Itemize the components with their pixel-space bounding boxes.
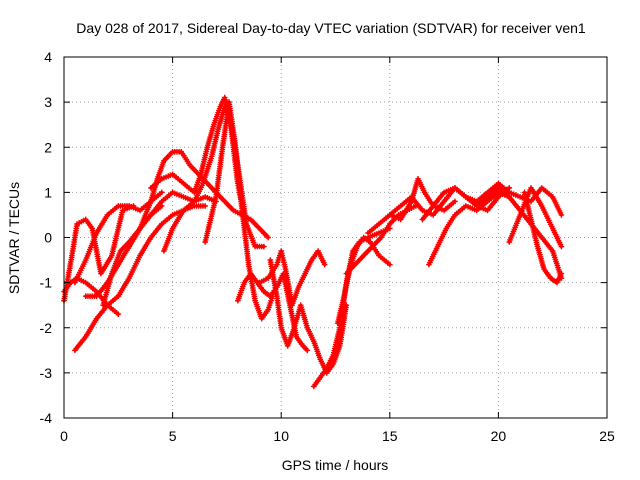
plot-area — [61, 94, 565, 390]
y-tick-label: 4 — [44, 49, 52, 65]
axis-ticks: 0 5 10 15 20 25 -4 -3 -2 -1 0 1 2 3 4 — [40, 49, 615, 444]
series-markers — [202, 99, 276, 322]
chart-title: Day 028 of 2017, Sidereal Day-to-day VTE… — [76, 20, 586, 36]
series-sat-j — [202, 99, 276, 322]
y-tick-label: 1 — [44, 184, 52, 200]
series-sat-u — [473, 185, 565, 281]
x-axis-label: GPS time / hours — [282, 457, 389, 473]
series-sat-b — [61, 203, 137, 304]
x-tick-label: 0 — [60, 428, 68, 444]
series-sat-p — [343, 203, 419, 277]
x-tick-label: 5 — [169, 428, 177, 444]
y-tick-label: 2 — [44, 139, 52, 155]
series-markers — [426, 189, 513, 268]
x-tick-label: 25 — [599, 428, 615, 444]
series-markers — [126, 149, 271, 250]
y-tick-label: -4 — [40, 410, 53, 426]
y-tick-label: -1 — [40, 275, 53, 291]
series-sat-t — [426, 189, 513, 268]
x-tick-label: 15 — [382, 428, 398, 444]
x-tick-label: 10 — [273, 428, 289, 444]
series-markers — [521, 189, 565, 286]
series-markers — [267, 257, 350, 376]
series-markers — [473, 185, 565, 281]
series-sat-l — [256, 248, 328, 308]
series-markers — [256, 248, 328, 308]
series-sat-m — [267, 257, 350, 376]
y-axis-label: SDTVAR / TECUs — [6, 182, 22, 294]
y-tick-label: 3 — [44, 94, 52, 110]
series-markers — [343, 203, 419, 277]
series-sat-w — [521, 189, 565, 286]
y-tick-label: -3 — [40, 365, 53, 381]
y-tick-label: -2 — [40, 320, 53, 336]
x-tick-label: 20 — [491, 428, 507, 444]
series-markers — [419, 180, 565, 223]
series-sat-s — [419, 180, 565, 223]
y-tick-label: 0 — [44, 230, 52, 246]
